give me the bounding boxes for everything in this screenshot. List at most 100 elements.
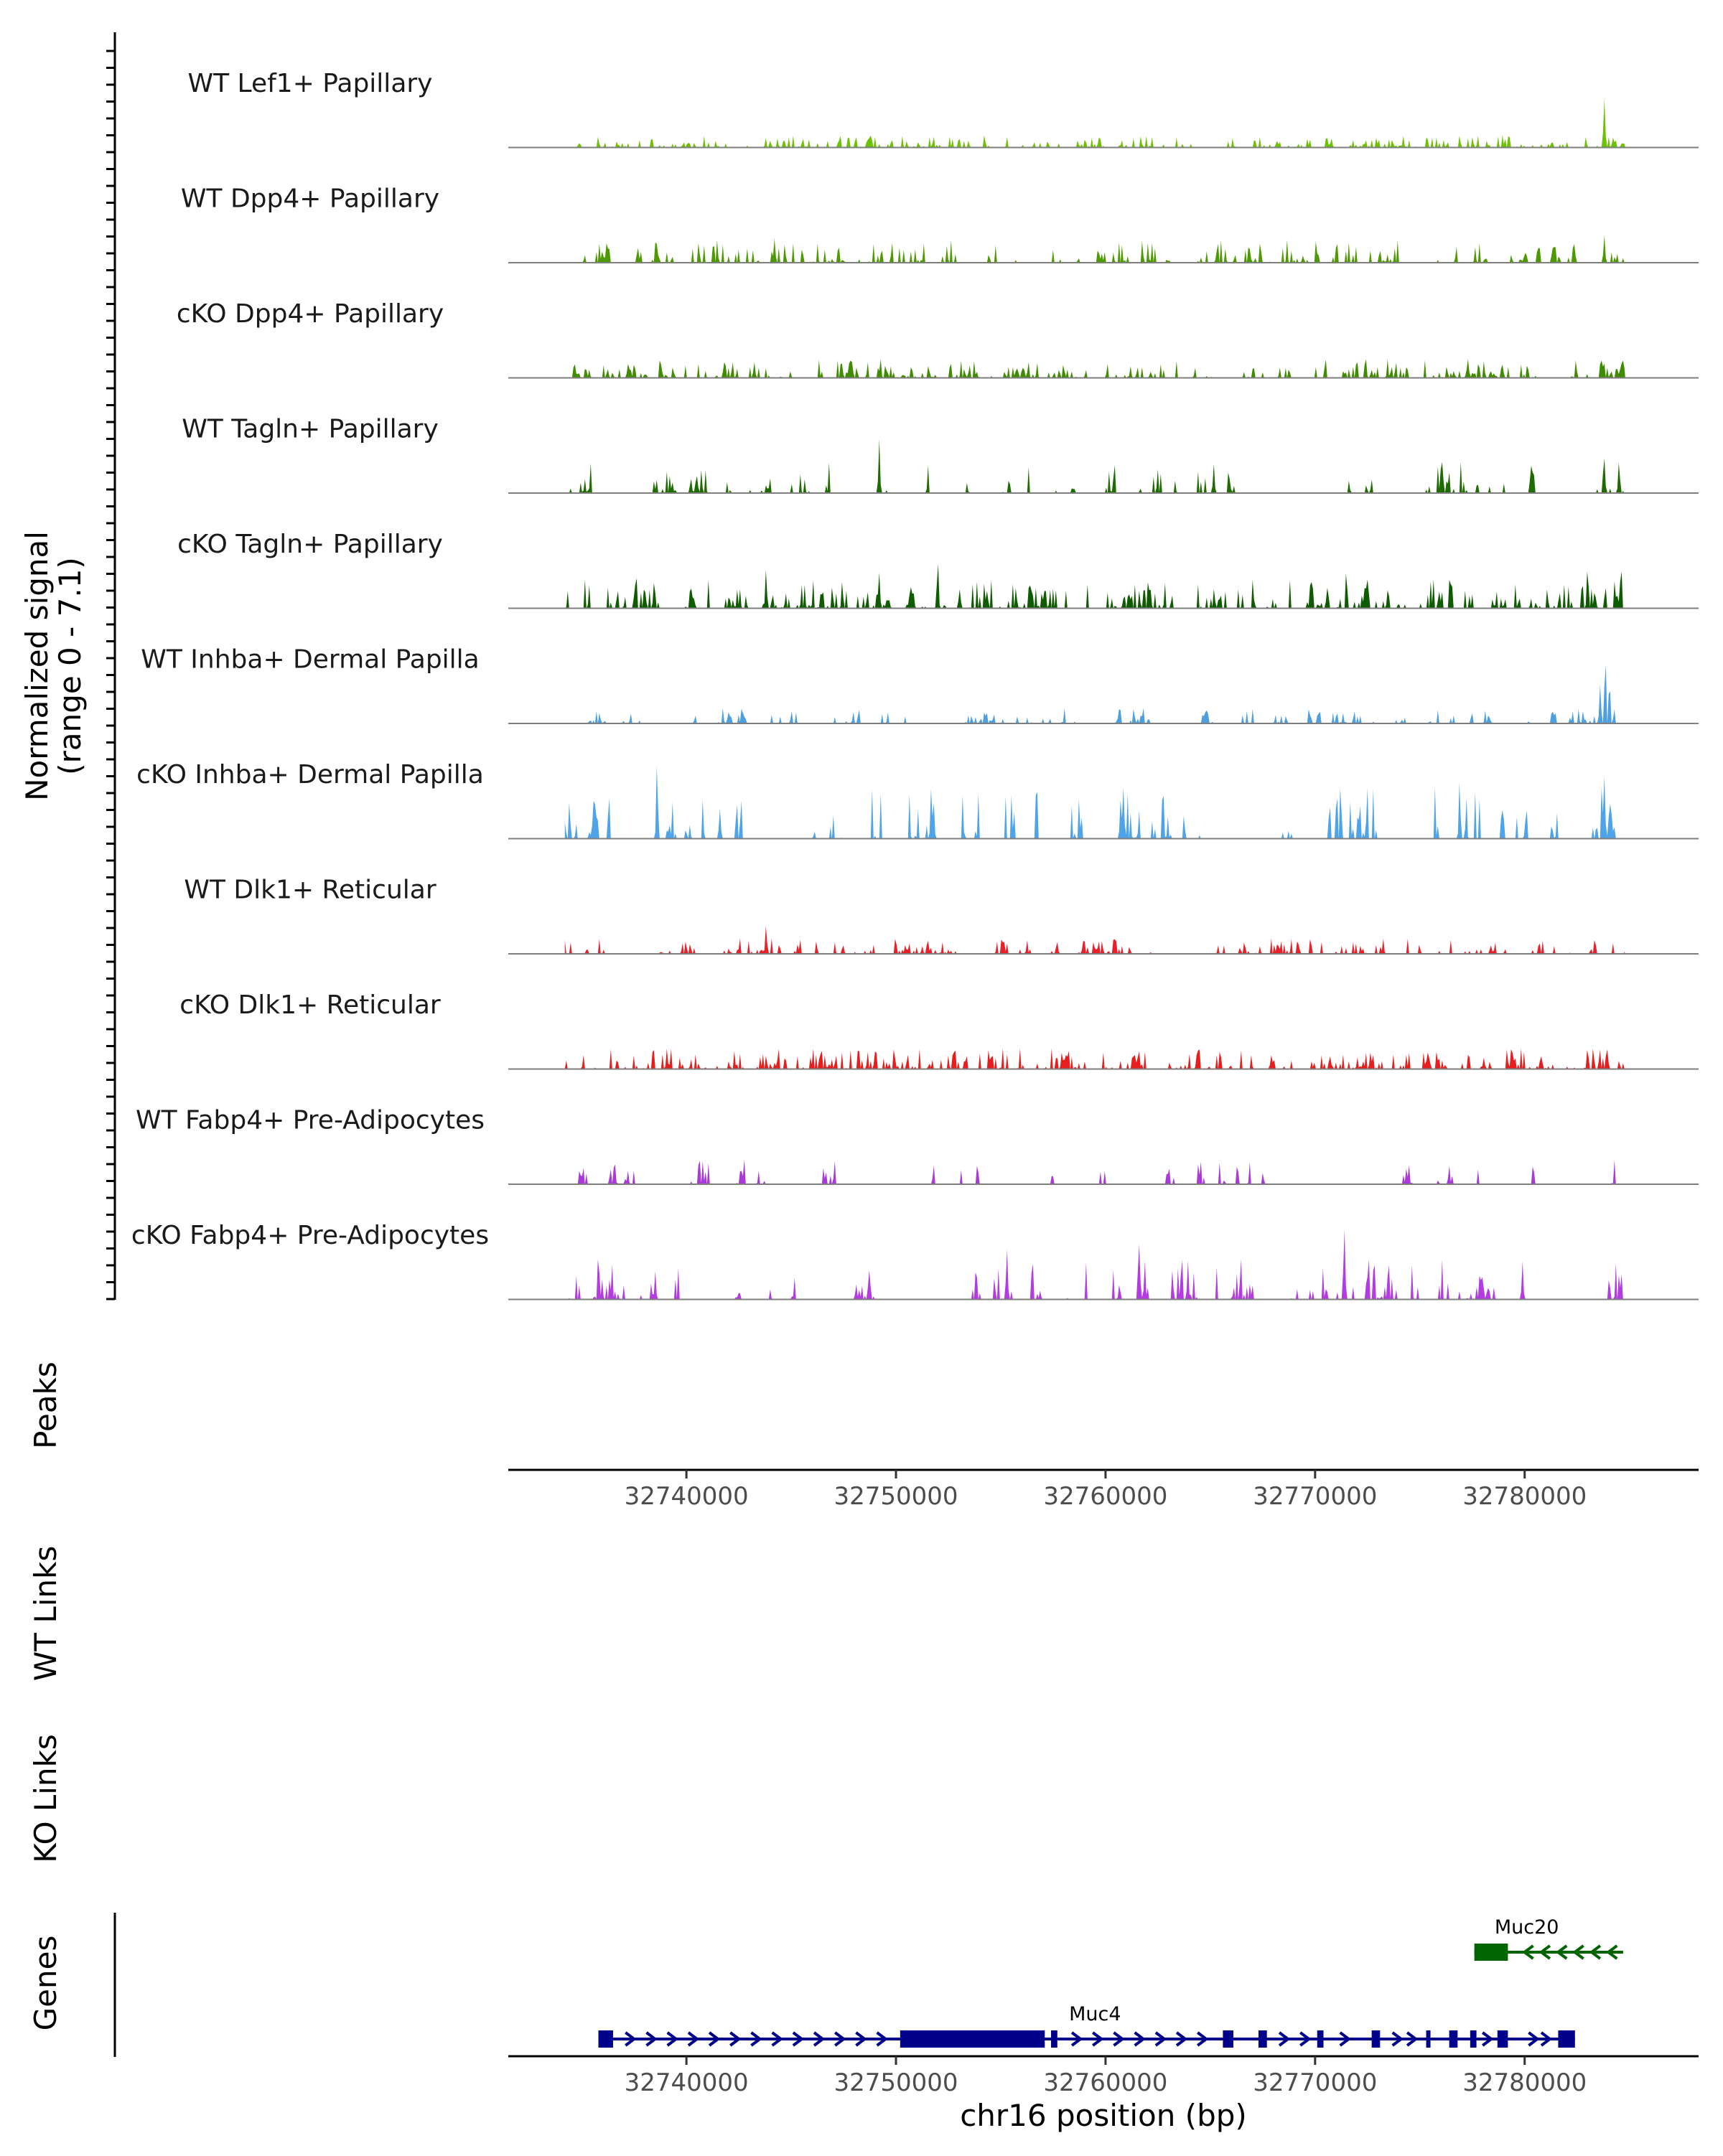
track-2: cKO Dpp4+ Papillary — [177, 299, 1699, 379]
gene-strand-arrow — [645, 2031, 658, 2047]
x-tick-label: 32770000 — [1253, 1482, 1377, 1511]
gene-strand-arrow — [1391, 2031, 1404, 2047]
gene-strand-arrow — [1134, 2031, 1146, 2047]
gene-strand-arrow — [1528, 2031, 1540, 2047]
track-signal-area — [564, 665, 1625, 723]
gene-strand-arrow — [834, 2031, 846, 2047]
track-signal-area — [564, 359, 1625, 378]
y-axis-title: Normalized signal (range 0 - 7.1) — [19, 531, 88, 801]
gene-exon — [1259, 2030, 1267, 2048]
y-axis-title-line1: Normalized signal — [19, 531, 55, 801]
gene-strand-arrow — [1196, 2031, 1209, 2047]
track-label: cKO Dlk1+ Reticular — [179, 990, 441, 1020]
gene-strand-arrow — [1299, 2031, 1312, 2047]
gene-strand-arrow — [1278, 2031, 1291, 2047]
gene-exon — [1449, 2030, 1458, 2048]
gene-strand-arrow — [1540, 2031, 1553, 2047]
gene-exon — [900, 2030, 1045, 2048]
track-label: WT Inhba+ Dermal Papilla — [141, 645, 479, 675]
x-tick-label: 32750000 — [834, 2068, 958, 2097]
gene-exon — [1051, 2030, 1057, 2048]
track-0: WT Lef1+ Papillary — [188, 69, 1699, 149]
track-8: cKO Dlk1+ Reticular — [179, 990, 1699, 1070]
signal-tracks: WT Lef1+ Papillary WT Dpp4+ Papillary cKO … — [131, 69, 1699, 1300]
gene-strand-arrow — [813, 2031, 826, 2047]
gene-strand-arrow — [1154, 2031, 1167, 2047]
track-label: cKO Dpp4+ Papillary — [177, 299, 444, 329]
track-9: WT Fabp4+ Pre-Adipocytes — [136, 1106, 1699, 1185]
gene-strand-arrow — [1522, 1944, 1534, 1960]
gene-strand-arrow — [876, 2031, 888, 2047]
gene-strand-arrow — [855, 2031, 867, 2047]
gene-strand-arrow — [1538, 1944, 1551, 1960]
gene-strand-arrow — [1339, 2031, 1352, 2047]
gene-exon — [1474, 1944, 1508, 1961]
gene-exon — [598, 2030, 613, 2048]
gene-strand-arrow — [729, 2031, 742, 2047]
gene-exon — [1497, 2030, 1508, 2048]
track-signal-area — [564, 235, 1625, 263]
gene-exon — [1426, 2030, 1431, 2048]
gene-label: Muc20 — [1495, 1916, 1559, 1939]
signal-axis-ticks — [106, 50, 115, 1300]
x-tick-label: 32760000 — [1043, 2068, 1167, 2097]
gene-strand-arrow — [1605, 1944, 1618, 1960]
track-label: WT Dlk1+ Reticular — [184, 876, 436, 905]
x-tick-label: 32740000 — [625, 1482, 749, 1511]
gene-strand-arrow — [687, 2031, 700, 2047]
y-axis-title-line2: (range 0 - 7.1) — [52, 557, 88, 775]
gene-strand-arrow — [1572, 1944, 1584, 1960]
gene-strand-arrow — [792, 2031, 805, 2047]
track-signal-area — [564, 765, 1625, 839]
gene-exon — [1371, 2030, 1381, 2048]
gene-strand-arrow — [1589, 1944, 1602, 1960]
track-label: cKO Tagln+ Papillary — [177, 530, 443, 559]
gene-strand-arrow — [771, 2031, 783, 2047]
gene-label: Muc4 — [1069, 2003, 1121, 2025]
ko-links-panel-label: KO Links — [28, 1734, 63, 1863]
x-tick-label: 32760000 — [1043, 1482, 1167, 1511]
gene-strand-arrow — [1555, 1944, 1568, 1960]
gene-strand-arrow — [708, 2031, 721, 2047]
track-label: WT Lef1+ Papillary — [188, 69, 433, 98]
gene-models: Muc20 Muc4 — [598, 1916, 1623, 2048]
track-label: WT Fabp4+ Pre-Adipocytes — [136, 1106, 485, 1135]
track-signal-area — [564, 98, 1625, 148]
track-1: WT Dpp4+ Papillary — [181, 184, 1699, 263]
x-axis-title: chr16 position (bp) — [960, 2098, 1247, 2133]
track-label: WT Dpp4+ Papillary — [181, 184, 439, 214]
track-10: cKO Fabp4+ Pre-Adipocytes — [131, 1221, 1699, 1300]
gene-exon — [1470, 2030, 1477, 2048]
genes-x-axis-ticks: 32740000 32750000 32760000 32770000 32780000 — [625, 2056, 1587, 2097]
track-6: cKO Inhba+ Dermal Papilla — [136, 760, 1699, 840]
gene-exon — [1558, 2030, 1575, 2048]
track-5: WT Inhba+ Dermal Papilla — [141, 645, 1699, 724]
gene-strand-arrow — [1113, 2031, 1125, 2047]
track-signal-area — [564, 1159, 1625, 1184]
gene-strand-arrow — [1070, 2031, 1083, 2047]
peaks-x-axis-ticks: 32740000 32750000 32760000 32770000 32780000 — [625, 1470, 1587, 1511]
track-7: WT Dlk1+ Reticular — [184, 876, 1699, 955]
peaks-panel-label: Peaks — [28, 1361, 63, 1449]
track-signal-area — [564, 926, 1625, 954]
gene-strand-arrow — [1175, 2031, 1188, 2047]
track-signal-area — [564, 563, 1625, 609]
x-tick-label: 32740000 — [625, 2068, 749, 2097]
wt-links-panel-label: WT Links — [28, 1546, 63, 1681]
track-label: cKO Fabp4+ Pre-Adipocytes — [131, 1221, 489, 1250]
gene-muc20: Muc20 — [1474, 1916, 1623, 1961]
track-label: cKO Inhba+ Dermal Papilla — [136, 760, 484, 789]
track-signal-area — [564, 1048, 1625, 1069]
gene-strand-arrow — [1092, 2031, 1104, 2047]
x-tick-label: 32780000 — [1462, 1482, 1587, 1511]
gene-strand-arrow — [666, 2031, 679, 2047]
track-3: WT Tagln+ Papillary — [182, 415, 1699, 494]
track-signal-area — [564, 1229, 1625, 1300]
track-label: WT Tagln+ Papillary — [182, 415, 439, 444]
gene-strand-arrow — [750, 2031, 762, 2047]
gene-strand-arrow — [1406, 2031, 1419, 2047]
genes-panel-label: Genes — [28, 1936, 63, 2031]
gene-muc4: Muc4 — [598, 2003, 1575, 2048]
track-4: cKO Tagln+ Papillary — [177, 530, 1699, 609]
